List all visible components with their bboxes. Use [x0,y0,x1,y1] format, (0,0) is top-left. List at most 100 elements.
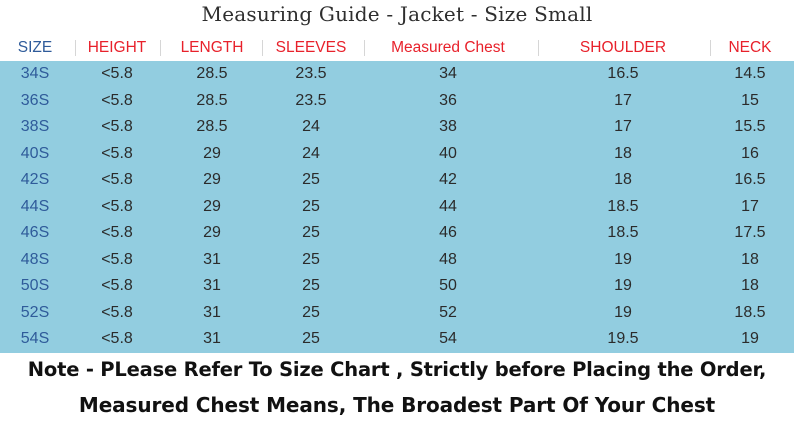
column-header-size: SIZE [17,39,53,56]
cell-height: <5.8 [101,171,133,188]
column-divider [160,40,161,56]
cell-sleeves: 25 [302,197,320,215]
cell-size: 40S [20,144,50,162]
table-row: 44S <5.8 29 25 44 18.5 17 [0,194,794,221]
table-row: 54S <5.8 31 25 54 19.5 19 [0,326,794,353]
table-row: 50S <5.8 31 25 50 19 18 [0,273,794,300]
cell-size: 54S [20,330,50,347]
table-row: 38S <5.8 28.5 24 38 17 15.5 [0,114,794,141]
cell-chest: 42 [439,171,457,188]
cell-chest: 50 [439,277,457,294]
cell-neck: 15.5 [734,118,766,135]
cell-height: <5.8 [101,303,133,321]
cell-sleeves: 24 [302,118,320,135]
cell-sleeves: 25 [302,277,320,294]
cell-sleeves: 24 [302,144,320,162]
cell-chest: 54 [439,330,457,347]
cell-height: <5.8 [101,197,133,215]
cell-neck: 18 [741,277,759,294]
cell-length: 28.5 [196,91,228,109]
cell-length: 31 [203,277,221,294]
cell-length: 29 [203,171,221,188]
cell-neck: 16 [741,144,759,162]
cell-size: 38S [20,118,50,135]
cell-neck: 17 [741,197,759,215]
cell-chest: 46 [439,224,457,241]
cell-height: <5.8 [101,250,133,268]
note-line-2: Measured Chest Means, The Broadest Part … [78,393,716,417]
cell-chest: 36 [439,91,457,109]
table-row: 42S <5.8 29 25 42 18 16.5 [0,167,794,194]
cell-chest: 40 [439,144,457,162]
column-header-chest: Measured Chest [391,39,505,56]
cell-sleeves: 25 [302,330,320,347]
cell-chest: 44 [439,197,457,215]
cell-sleeves: 25 [302,303,320,321]
cell-length: 29 [203,197,221,215]
cell-chest: 48 [439,250,457,268]
cell-neck: 19 [741,330,759,347]
column-header-length: LENGTH [180,39,244,56]
cell-sleeves: 23.5 [295,65,327,82]
cell-size: 48S [20,250,50,268]
cell-shoulder: 16.5 [607,65,639,82]
table-row: 34S <5.8 28.5 23.5 34 16.5 14.5 [0,61,794,88]
column-divider [262,40,263,56]
cell-size: 52S [20,303,50,321]
cell-height: <5.8 [101,330,133,347]
cell-shoulder: 19 [614,250,632,268]
cell-shoulder: 18.5 [607,197,639,215]
page-title: Measuring Guide - Jacket - Size Small [201,2,593,26]
cell-shoulder: 19 [614,303,632,321]
cell-neck: 16.5 [734,171,766,188]
cell-neck: 14.5 [734,65,766,82]
cell-chest: 38 [439,118,457,135]
size-table-body: 34S <5.8 28.5 23.5 34 16.5 14.5 36S <5.8 28.5 23.5… [0,61,794,353]
column-header-shoulder: SHOULDER [579,39,667,56]
column-divider [75,40,76,56]
cell-neck: 18 [741,250,759,268]
cell-length: 31 [203,303,221,321]
table-header-row: SIZE HEIGHT LENGTH SLEEVES Measured Chest SHO… [0,36,794,60]
cell-height: <5.8 [101,118,133,135]
cell-length: 28.5 [196,65,228,82]
cell-neck: 15 [741,91,759,109]
cell-length: 29 [203,224,221,241]
table-row: 36S <5.8 28.5 23.5 36 17 15 [0,88,794,115]
cell-neck: 18.5 [734,303,766,321]
table-row: 46S <5.8 29 25 46 18.5 17.5 [0,220,794,247]
cell-chest: 34 [439,65,457,82]
column-divider [364,40,365,56]
cell-sleeves: 25 [302,250,320,268]
cell-length: 29 [203,144,221,162]
table-row: 40S <5.8 29 24 40 18 16 [0,141,794,168]
cell-sleeves: 23.5 [295,91,327,109]
cell-size: 44S [20,197,50,215]
column-header-height: HEIGHT [87,39,147,56]
table-row: 48S <5.8 31 25 48 19 18 [0,247,794,274]
cell-neck: 17.5 [734,224,766,241]
note-line-1: Note - PLease Refer To Size Chart , Stri… [27,358,767,381]
cell-shoulder: 19 [614,277,632,294]
cell-length: 28.5 [196,118,228,135]
cell-length: 31 [203,330,221,347]
cell-height: <5.8 [101,144,133,162]
cell-height: <5.8 [101,277,133,294]
cell-shoulder: 18.5 [607,224,639,241]
cell-shoulder: 17 [614,91,632,109]
column-header-neck: NECK [728,39,772,56]
cell-size: 36S [20,91,50,109]
cell-size: 46S [20,224,50,241]
column-header-sleeves: SLEEVES [275,39,347,56]
cell-chest: 52 [439,303,457,321]
cell-height: <5.8 [101,91,133,109]
cell-shoulder: 18 [614,144,632,162]
cell-shoulder: 19.5 [607,330,639,347]
cell-shoulder: 17 [614,118,632,135]
cell-size: 42S [20,171,50,188]
column-divider [538,40,539,56]
table-row: 52S <5.8 31 25 52 19 18.5 [0,300,794,327]
cell-sleeves: 25 [302,171,320,188]
cell-length: 31 [203,250,221,268]
